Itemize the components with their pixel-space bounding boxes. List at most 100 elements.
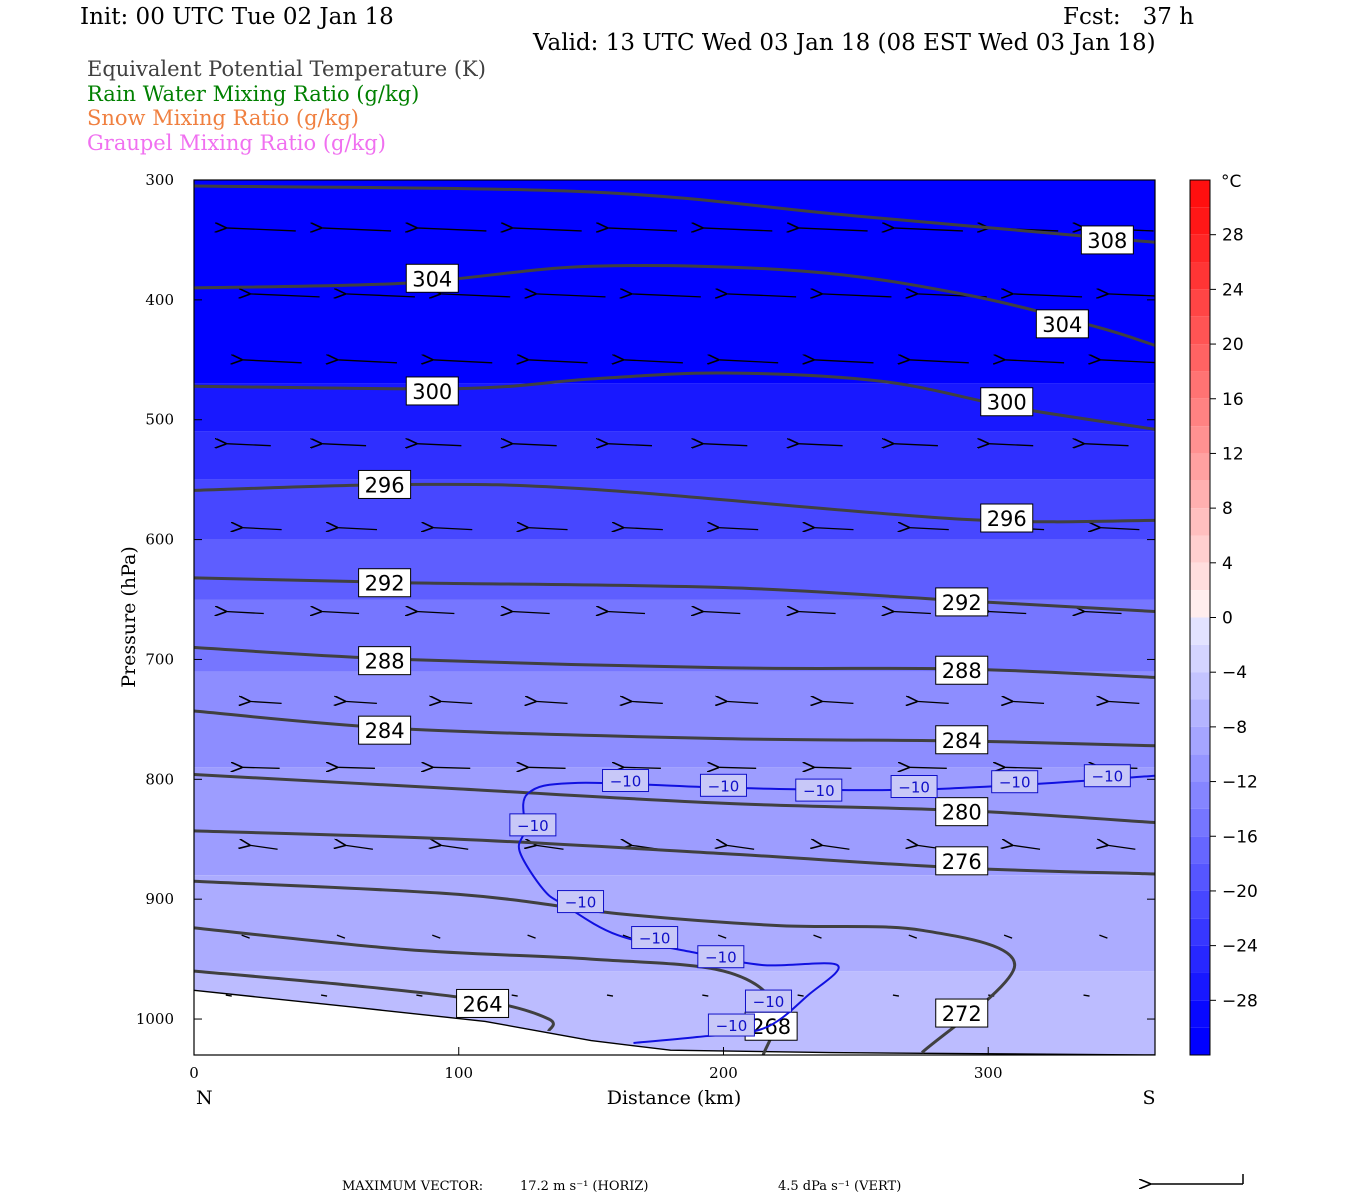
- isotherm-label-box-11: [1083, 764, 1131, 788]
- theta-e-label-296-1: 296: [987, 507, 1027, 531]
- colorbar-swatch--18: [1190, 863, 1210, 891]
- wind-vector-40: [242, 528, 282, 530]
- theta-e-label-box-288-1: [935, 655, 989, 685]
- wind-vector-5: [702, 228, 773, 231]
- wind-vector-69: [1107, 701, 1140, 703]
- wind-vector-22: [432, 360, 493, 363]
- wind-vector-103: [511, 994, 518, 997]
- theta-e-contours: 264 268 272 276 280 284 284 288 288 292 292 296 296 3…: [194, 184, 1155, 1055]
- ytick-label-700: 700: [145, 650, 174, 668]
- isotherm-label-6: −10: [610, 773, 642, 791]
- colorbar-swatch--10: [1190, 754, 1210, 782]
- wind-vector-53: [512, 612, 550, 614]
- ytick-label-900: 900: [145, 890, 174, 908]
- isotherm-label-8: −10: [803, 782, 835, 800]
- wind-vector-59: [1084, 612, 1122, 614]
- wind-vector-34: [607, 444, 653, 446]
- wind-vector-67: [917, 701, 949, 703]
- theta-e-label-box-304-1: [1035, 309, 1089, 339]
- xtick-label-0: 0: [189, 1064, 199, 1082]
- colorbar-swatch-26: [1190, 262, 1210, 290]
- theta-e-292: [194, 576, 1155, 613]
- wind-vector-94: [622, 934, 632, 939]
- wind-vector-27: [909, 360, 969, 363]
- colorbar-swatch-0: [1190, 617, 1210, 645]
- isotherm-label-box-3: [631, 926, 679, 950]
- theta-e-label-292-0: 292: [365, 572, 405, 596]
- colorbar-swatch-18: [1190, 371, 1210, 399]
- wind-vector-89: [1107, 845, 1136, 850]
- wind-vector-20: [242, 360, 302, 363]
- wind-vector-60: [250, 701, 282, 703]
- colorbar-swatch-6: [1190, 535, 1210, 563]
- wind-vector-33: [512, 444, 557, 446]
- theta-e-label-288-1: 288: [942, 659, 982, 683]
- colorbar-swatch--28: [1190, 1000, 1210, 1028]
- isotherm-label-11: −10: [1092, 768, 1124, 786]
- theta-e-label-box-300-0: [405, 376, 459, 406]
- wind-vector-106: [797, 994, 804, 997]
- max-vector-label: MAXIMUM VECTOR:: [342, 1179, 483, 1194]
- wind-vector-10: [250, 294, 320, 297]
- wind-vector-1: [321, 228, 392, 231]
- wind-vector-68: [1012, 701, 1045, 703]
- theta-e-label-300-0: 300: [412, 380, 452, 404]
- wind-vector-32: [416, 444, 462, 446]
- colorbar-swatch--8: [1190, 726, 1210, 755]
- valid-time: Valid: 13 UTC Wed 03 Jan 18 (08 EST Wed …: [533, 30, 1156, 56]
- theta-e-label-box-288-0: [358, 646, 412, 676]
- colorbar-swatch--6: [1190, 699, 1210, 727]
- colorbar-swatch-20: [1190, 344, 1210, 372]
- colorbar-swatch-12: [1190, 453, 1210, 481]
- wind-vector-38: [988, 444, 1034, 446]
- isotherm-label-3: −10: [639, 930, 671, 948]
- theta-e-label-box-272-0: [935, 998, 989, 1028]
- theta-e-label-284-0: 284: [365, 719, 405, 743]
- wind-vector-92: [432, 934, 441, 939]
- wind-vector-39: [1084, 444, 1129, 446]
- theta-e-label-308-0: 308: [1087, 229, 1127, 253]
- wind-vector-29: [1099, 360, 1155, 363]
- ytick-label-1000: 1000: [136, 1010, 174, 1028]
- legend-snow: Snow Mixing Ratio (g/kg): [87, 106, 359, 130]
- isotherm-label-7: −10: [708, 777, 740, 795]
- wind-vector-98: [1003, 934, 1013, 939]
- xtick-label-100: 100: [444, 1064, 473, 1082]
- colorbar-swatch-22: [1190, 316, 1210, 345]
- colorbar-swatch-28: [1190, 234, 1210, 263]
- colorbar-label-11: −16: [1222, 827, 1258, 847]
- wind-vector-74: [623, 767, 661, 768]
- ytick-label-600: 600: [145, 531, 174, 549]
- isotherm-label-box-7: [699, 773, 747, 797]
- fill-band-8: [194, 875, 1155, 972]
- isotherm-label-4: −10: [565, 894, 597, 912]
- wind-vector-23: [528, 360, 588, 363]
- wind-vector-13: [536, 294, 606, 297]
- wind-vector-86: [821, 845, 850, 850]
- isotherm-label-2: −10: [705, 949, 737, 967]
- xtick-label-300: 300: [974, 1064, 1003, 1082]
- south-label: S: [1142, 1087, 1155, 1109]
- colorbar-label-4: 12: [1222, 444, 1244, 464]
- wind-vector-102: [416, 994, 423, 997]
- colorbar-swatch-2: [1190, 590, 1210, 618]
- ytick-label-800: 800: [145, 770, 174, 788]
- ground-line: [194, 989, 1155, 1055]
- theta-e-label-box-304-0: [405, 263, 459, 293]
- wind-vector-71: [337, 767, 375, 768]
- colorbar-label-13: −24: [1222, 937, 1258, 957]
- wind-vector-64: [631, 701, 663, 703]
- axes: 300 400 500 600 700 800 900 1000 0 100 200 300: [136, 171, 1155, 1082]
- init-time: Init: 00 UTC Tue 02 Jan 18: [80, 4, 394, 30]
- wind-vector-25: [718, 360, 779, 363]
- colorbar-swatch--22: [1190, 918, 1210, 946]
- wind-vector-100: [225, 994, 232, 997]
- wind-vector-37: [893, 444, 938, 446]
- theta-e-276: [194, 829, 1155, 876]
- xtick-label-200: 200: [709, 1064, 738, 1082]
- wind-vector-52: [416, 612, 455, 614]
- theta-e-label-292-1: 292: [942, 591, 982, 615]
- wind-vector-0: [226, 228, 296, 231]
- wind-vector-70: [242, 767, 280, 768]
